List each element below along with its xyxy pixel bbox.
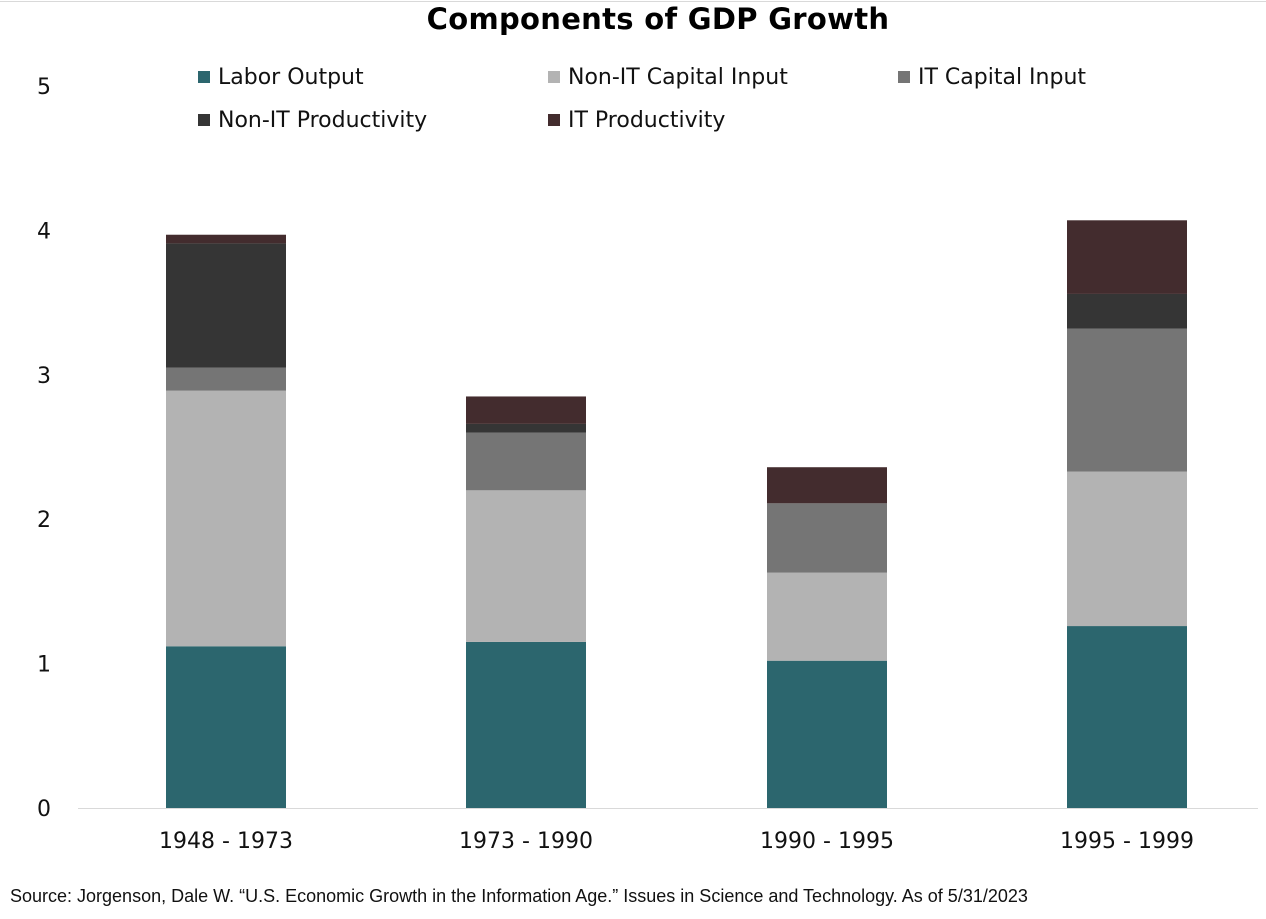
bar-segment-it-capital-input-1	[166, 367, 286, 391]
top-divider	[0, 1, 1266, 2]
y-tick-label: 0	[37, 797, 51, 822]
legend-label: IT Productivity	[568, 107, 726, 133]
y-tick-label: 4	[37, 219, 51, 244]
source-note: Source: Jorgenson, Dale W. “U.S. Economi…	[10, 886, 1028, 906]
legend-item-non-it-productivity[interactable]: Non-IT Productivity	[198, 105, 427, 135]
bar-segment-labor-output-3	[767, 660, 887, 808]
legend-item-non-it-capital-input[interactable]: Non-IT Capital Input	[548, 62, 788, 92]
y-tick-label: 1	[37, 653, 51, 678]
bar-segment-it-capital-input-4	[1067, 328, 1187, 472]
legend-swatch-labor-output	[198, 71, 210, 83]
bar-segment-it-capital-input-3	[767, 503, 887, 573]
y-tick-label: 3	[37, 364, 51, 389]
bar-segment-non-it-productivity-4	[1067, 293, 1187, 329]
bar-segment-it-productivity-3	[767, 467, 887, 504]
x-tick-label: 1995 - 1999	[1060, 829, 1194, 854]
legend-label: IT Capital Input	[918, 64, 1087, 90]
bar-segment-non-it-capital-input-2	[466, 490, 586, 642]
bar-segment-it-productivity-2	[466, 396, 586, 424]
legend-item-it-productivity[interactable]: IT Productivity	[548, 105, 725, 135]
bar-segment-non-it-capital-input-1	[166, 390, 286, 647]
legend-label: Non-IT Capital Input	[568, 64, 788, 90]
x-tick-label: 1973 - 1990	[459, 829, 593, 854]
bar-segment-labor-output-1	[166, 646, 286, 808]
chart-title: Components of GDP Growth	[426, 2, 890, 36]
bar-segment-it-productivity-1	[166, 234, 286, 244]
bar-segment-it-capital-input-2	[466, 432, 586, 491]
y-tick-label: 2	[37, 508, 51, 533]
legend-swatch-non-it-productivity	[198, 114, 210, 126]
legend-label: Labor Output	[218, 64, 364, 90]
bar-segment-non-it-productivity-2	[466, 423, 586, 433]
legend-item-it-capital-input[interactable]: IT Capital Input	[898, 62, 1086, 92]
x-tick-label: 1948 - 1973	[159, 829, 293, 854]
legend-swatch-it-capital-input	[898, 71, 910, 83]
bar-segment-it-productivity-4	[1067, 220, 1187, 294]
legend-swatch-it-productivity	[548, 114, 560, 126]
bar-segment-non-it-productivity-1	[166, 243, 286, 368]
legend-label: Non-IT Productivity	[218, 107, 428, 133]
legend-swatch-non-it-capital-input	[548, 71, 560, 83]
chart-legend: Labor Output Non-IT Capital Input IT Cap…	[0, 0, 1266, 150]
legend-item-labor-output[interactable]: Labor Output	[198, 62, 364, 92]
bar-segment-labor-output-4	[1067, 626, 1187, 808]
y-tick-label: 5	[37, 75, 51, 100]
bar-segment-labor-output-2	[466, 641, 586, 808]
bar-segment-non-it-capital-input-3	[767, 572, 887, 661]
bar-segment-non-it-capital-input-4	[1067, 471, 1187, 627]
x-tick-label: 1990 - 1995	[760, 829, 894, 854]
